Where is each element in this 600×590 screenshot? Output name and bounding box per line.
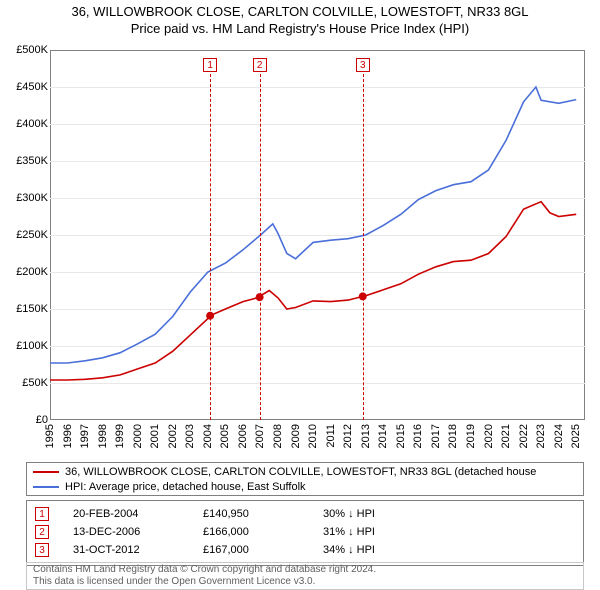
xtick-label: 2021 (500, 424, 512, 448)
legend-label: 36, WILLOWBROOK CLOSE, CARLTON COLVILLE,… (65, 466, 536, 478)
xtick-label: 2020 (483, 424, 495, 448)
ytick-label: £300K (0, 192, 48, 204)
event-marker-flag: 2 (253, 58, 267, 72)
events-table: 1 20-FEB-2004£140,95030% ↓ HPI 2 13-DEC-200… (26, 500, 584, 566)
chart-title-line2: Price paid vs. HM Land Registry's House … (0, 21, 600, 36)
xtick-label: 1996 (62, 424, 74, 448)
event-row-delta: 30% ↓ HPI (323, 508, 443, 520)
xtick-label: 1998 (97, 424, 109, 448)
ytick-label: £200K (0, 266, 48, 278)
legend-swatch (33, 486, 59, 488)
ytick-label: £250K (0, 229, 48, 241)
ytick-label: £0 (0, 414, 48, 426)
xtick-label: 2011 (325, 424, 337, 448)
attribution-footer: Contains HM Land Registry data © Crown c… (26, 562, 584, 590)
chart-svg (50, 50, 585, 420)
event-row-price: £166,000 (203, 526, 323, 538)
ytick-label: £50K (0, 377, 48, 389)
event-marker-vline (260, 74, 261, 420)
event-marker-flag: 1 (203, 58, 217, 72)
xtick-label: 2015 (395, 424, 407, 448)
chart-title-block: 36, WILLOWBROOK CLOSE, CARLTON COLVILLE,… (0, 4, 600, 36)
xtick-label: 1995 (44, 424, 56, 448)
xtick-label: 1999 (114, 424, 126, 448)
event-row-price: £167,000 (203, 544, 323, 556)
xtick-label: 2009 (290, 424, 302, 448)
xtick-label: 2017 (430, 424, 442, 448)
xtick-label: 2014 (377, 424, 389, 448)
xtick-label: 2008 (272, 424, 284, 448)
ytick-label: £400K (0, 118, 48, 130)
ytick-label: £500K (0, 44, 48, 56)
xtick-label: 2001 (149, 424, 161, 448)
event-row-date: 13-DEC-2006 (73, 526, 203, 538)
legend-row: 36, WILLOWBROOK CLOSE, CARLTON COLVILLE,… (33, 465, 577, 480)
event-row-delta: 31% ↓ HPI (323, 526, 443, 538)
xtick-label: 2016 (412, 424, 424, 448)
event-marker-vline (210, 74, 211, 420)
xtick-label: 2006 (237, 424, 249, 448)
event-marker-vline (363, 74, 364, 420)
event-marker-flag: 3 (356, 58, 370, 72)
xtick-label: 2003 (184, 424, 196, 448)
ytick-label: £150K (0, 303, 48, 315)
xtick-label: 1997 (79, 424, 91, 448)
xtick-label: 2024 (553, 424, 565, 448)
xtick-label: 2018 (447, 424, 459, 448)
event-row-marker: 1 (35, 507, 49, 521)
event-row: 3 31-OCT-2012£167,00034% ↓ HPI (35, 541, 575, 559)
legend-label: HPI: Average price, detached house, East… (65, 481, 306, 493)
series-line (50, 202, 576, 380)
footer-line2: This data is licensed under the Open Gov… (33, 576, 577, 588)
xtick-label: 2002 (167, 424, 179, 448)
xtick-label: 2022 (518, 424, 530, 448)
xtick-label: 2000 (132, 424, 144, 448)
event-row: 2 13-DEC-2006£166,00031% ↓ HPI (35, 523, 575, 541)
chart-title-line1: 36, WILLOWBROOK CLOSE, CARLTON COLVILLE,… (0, 4, 600, 19)
xtick-label: 2005 (219, 424, 231, 448)
event-row-marker: 3 (35, 543, 49, 557)
event-row: 1 20-FEB-2004£140,95030% ↓ HPI (35, 505, 575, 523)
xtick-label: 2023 (535, 424, 547, 448)
event-row-date: 20-FEB-2004 (73, 508, 203, 520)
event-row-date: 31-OCT-2012 (73, 544, 203, 556)
xtick-label: 2025 (570, 424, 582, 448)
ytick-label: £450K (0, 81, 48, 93)
event-row-price: £140,950 (203, 508, 323, 520)
xtick-label: 2004 (202, 424, 214, 448)
event-row-marker: 2 (35, 525, 49, 539)
series-line (50, 87, 576, 363)
xtick-label: 2010 (307, 424, 319, 448)
footer-line1: Contains HM Land Registry data © Crown c… (33, 564, 577, 576)
xtick-label: 2012 (342, 424, 354, 448)
xtick-label: 2007 (254, 424, 266, 448)
xtick-label: 2013 (360, 424, 372, 448)
legend: 36, WILLOWBROOK CLOSE, CARLTON COLVILLE,… (26, 462, 584, 496)
xtick-label: 2019 (465, 424, 477, 448)
event-row-delta: 34% ↓ HPI (323, 544, 443, 556)
legend-swatch (33, 471, 59, 473)
ytick-label: £350K (0, 155, 48, 167)
legend-row: HPI: Average price, detached house, East… (33, 480, 577, 495)
ytick-label: £100K (0, 340, 48, 352)
